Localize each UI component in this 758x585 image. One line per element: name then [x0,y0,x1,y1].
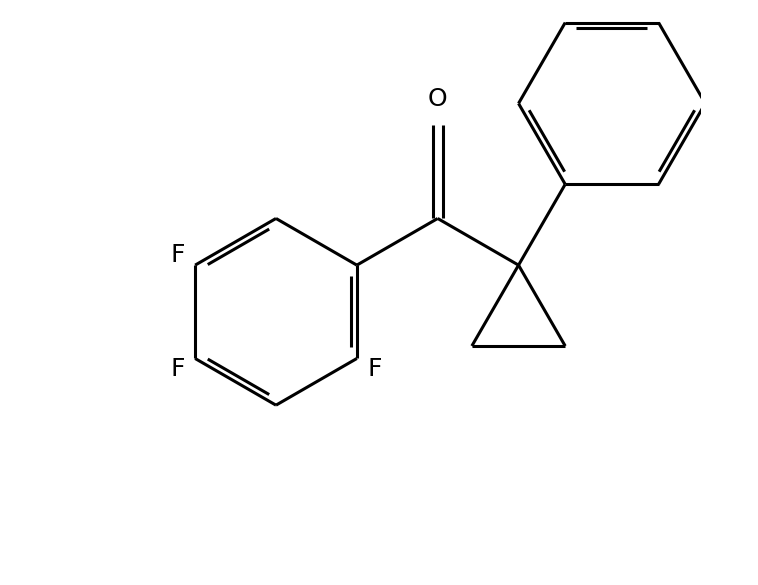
Text: O: O [428,87,447,111]
Text: F: F [170,243,184,267]
Text: F: F [170,357,184,381]
Text: F: F [368,357,382,381]
